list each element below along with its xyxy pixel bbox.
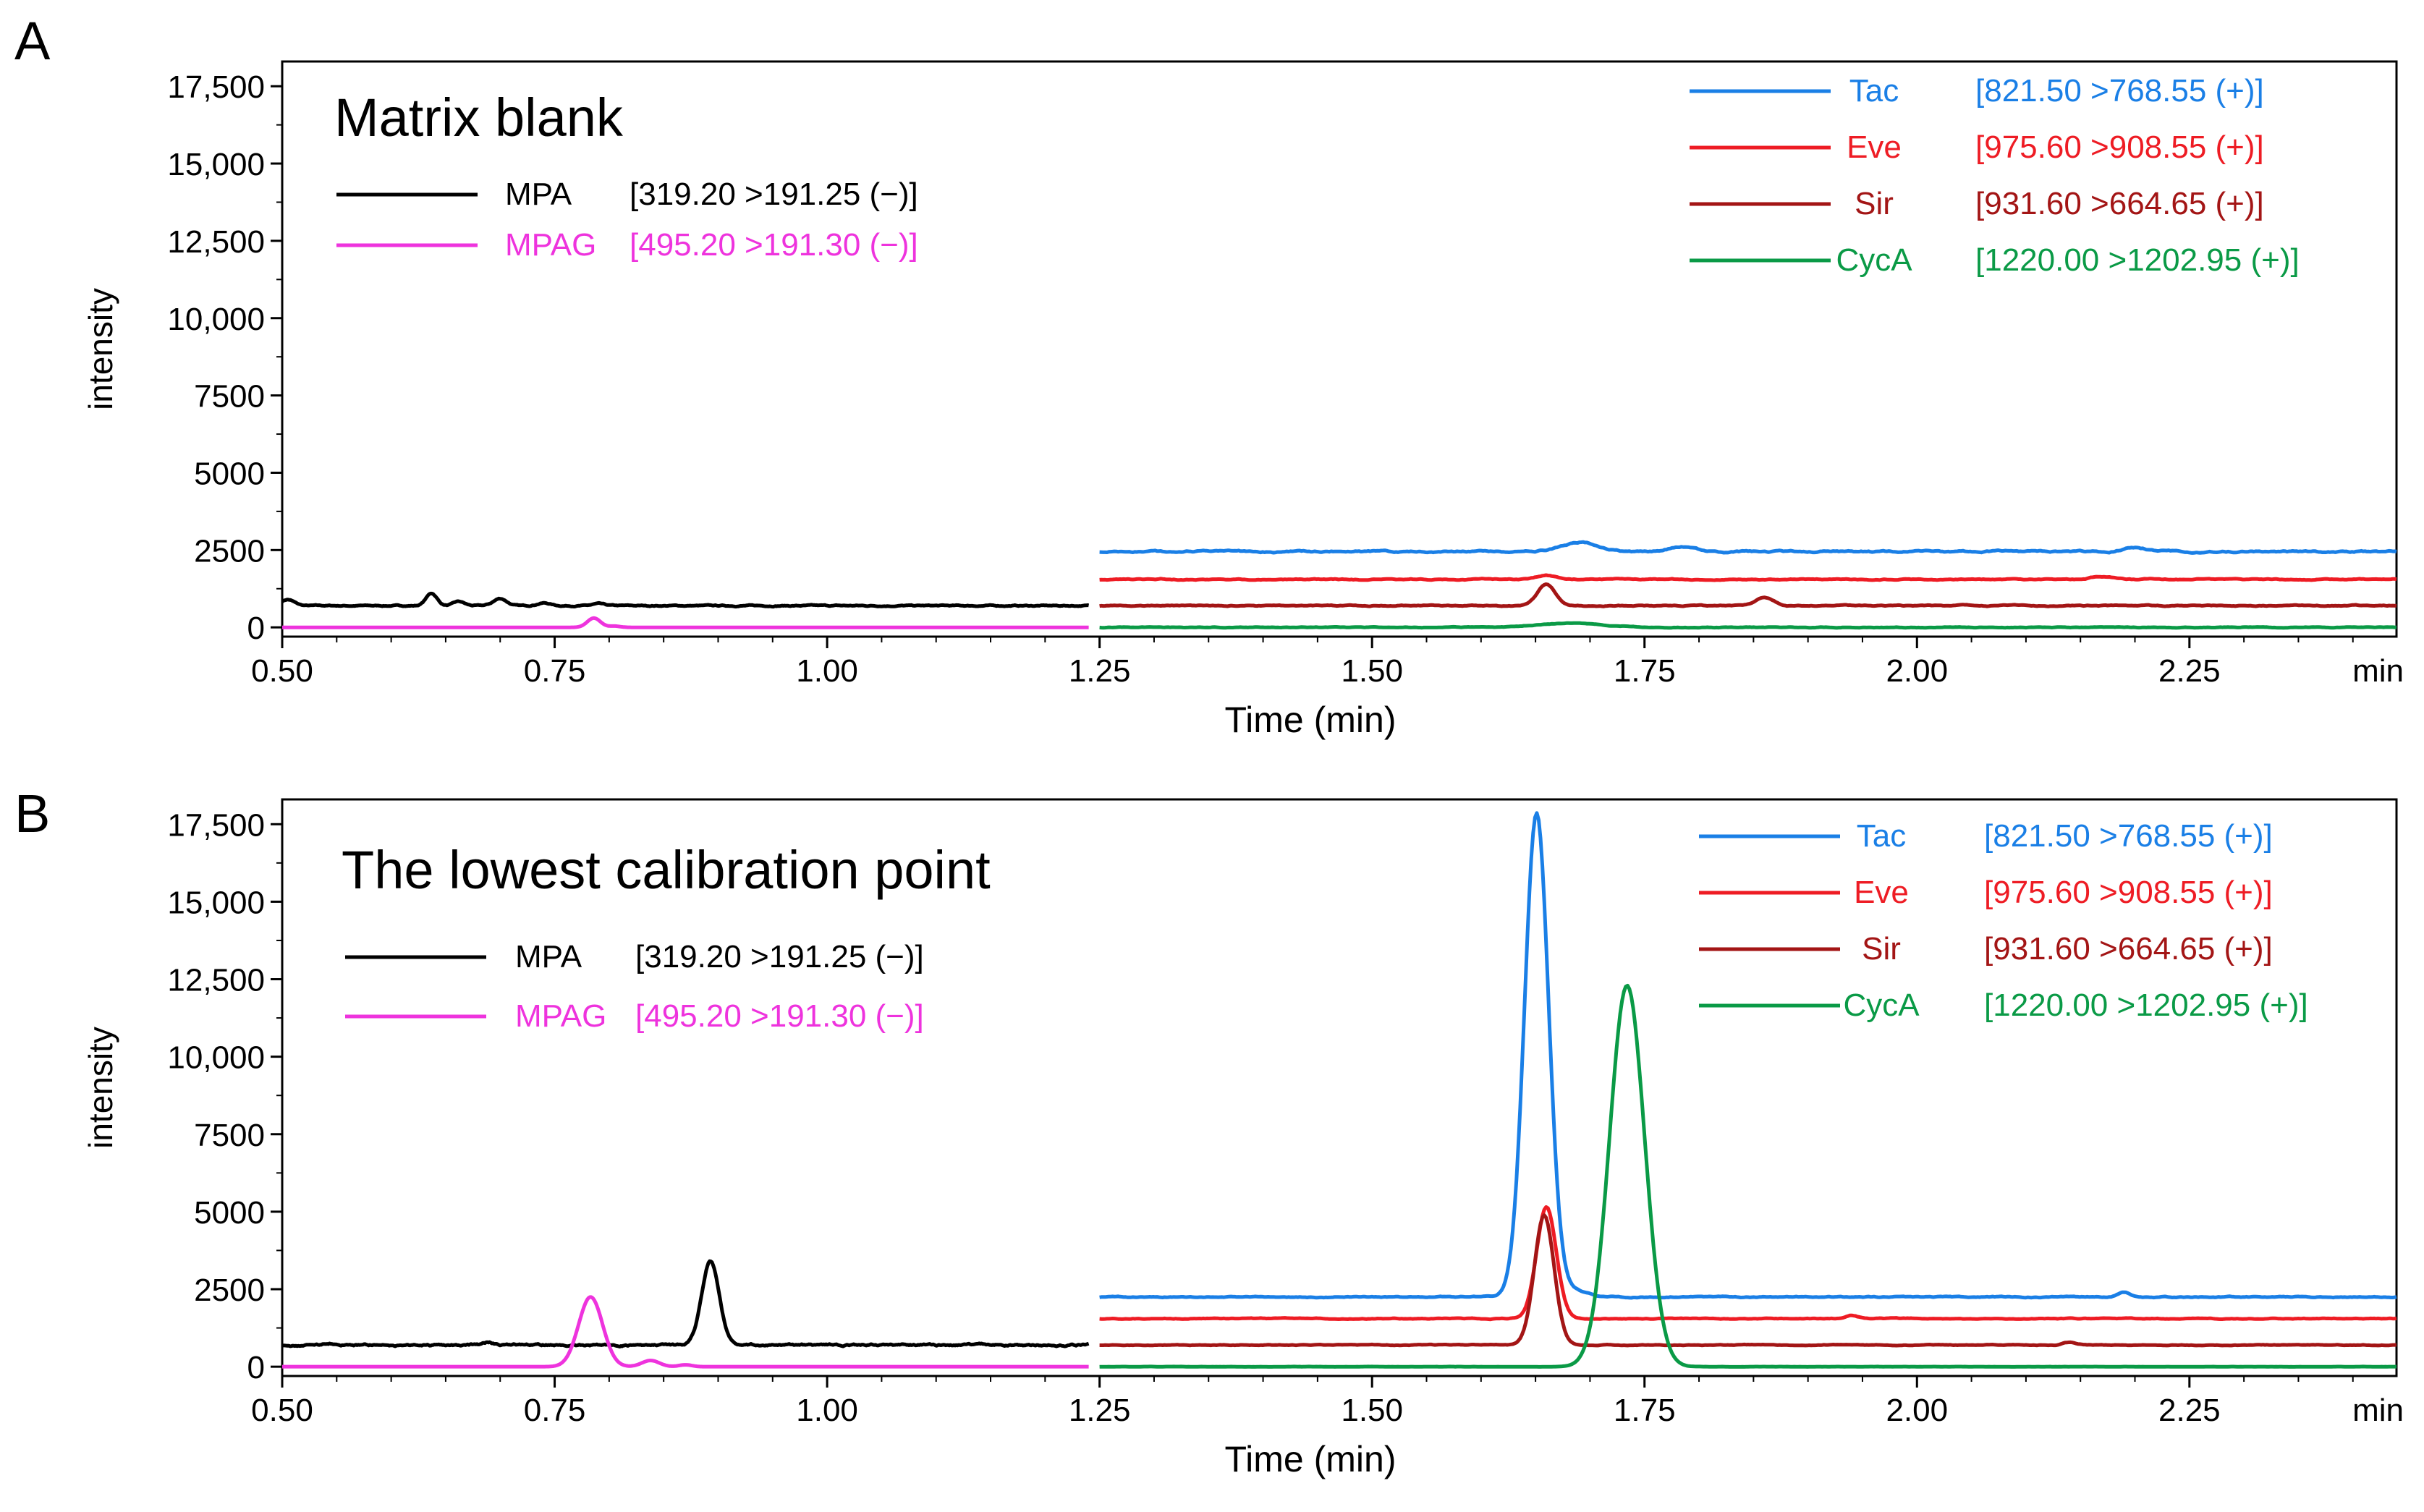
y-tick-label: 0 [247, 611, 265, 646]
y-tick-label: 15,000 [167, 147, 265, 182]
y-tick-label: 17,500 [167, 807, 265, 843]
series-sir [1099, 582, 2397, 608]
legend-transition: [1220.00 >1202.95 (+)] [1975, 242, 2300, 278]
legend-transition: [1220.00 >1202.95 (+)] [1984, 988, 2308, 1023]
x-tick-label: 1.75 [1614, 1393, 1676, 1428]
legend-name: Sir [1855, 186, 1894, 221]
series-eve [1099, 573, 2397, 582]
x-tick-label: 1.50 [1341, 653, 1403, 689]
x-unit-label: min [2352, 1393, 2404, 1428]
x-tick-label: 1.00 [796, 1393, 858, 1428]
legend-name: CycA [1836, 242, 1912, 278]
legend-name: Sir [1862, 931, 1901, 967]
panel-title: Matrix blank [334, 88, 624, 148]
series-cyca [1099, 983, 2397, 1369]
legend-item-sir: Sir [931.60 >664.65 (+)] [1690, 186, 2264, 221]
legend-transition: [319.20 >191.25 (−)] [635, 939, 924, 974]
legend-item-eve: Eve [975.60 >908.55 (+)] [1690, 129, 2264, 165]
legend-item-tac: Tac [821.50 >768.55 (+)] [1699, 818, 2273, 854]
plot-frame [281, 60, 2398, 638]
x-axis-label: Time (min) [1224, 700, 1396, 740]
series-eve [1099, 1205, 2397, 1322]
legend-transition: [821.50 >768.55 (+)] [1984, 818, 2273, 854]
y-tick-label: 12,500 [167, 963, 265, 998]
x-tick-label: 2.00 [1886, 1393, 1948, 1428]
y-tick-label: 12,500 [167, 224, 265, 260]
legend-transition: [495.20 >191.30 (−)] [635, 998, 924, 1034]
y-tick-label: 5000 [194, 1195, 265, 1231]
legend-item-mpag: MPAG [495.20 >191.30 (−)] [336, 227, 918, 263]
y-tick-label: 5000 [194, 456, 265, 491]
legend-transition: [495.20 >191.30 (−)] [630, 227, 918, 263]
panel-label: B [14, 783, 50, 844]
x-tick-label: 1.25 [1069, 1393, 1131, 1428]
y-tick-label: 7500 [194, 379, 265, 415]
legend-item-mpag: MPAG [495.20 >191.30 (−)] [345, 998, 924, 1034]
legend-name: MPAG [515, 998, 606, 1034]
y-tick-label: 7500 [194, 1118, 265, 1153]
legend-name: Eve [1854, 875, 1909, 910]
y-tick-label: 15,000 [167, 885, 265, 920]
x-axis-label: Time (min) [1224, 1439, 1396, 1479]
x-tick-label: 2.00 [1886, 653, 1948, 689]
legend-item-sir: Sir [931.60 >664.65 (+)] [1699, 931, 2273, 967]
x-tick-label: 2.25 [2158, 653, 2221, 689]
series-tac [1099, 811, 2397, 1300]
legend-item-cyca: CycA [1220.00 >1202.95 (+)] [1699, 988, 2308, 1023]
x-tick-label: 2.25 [2158, 1393, 2221, 1428]
panel-label: A [14, 11, 51, 71]
plot-frame [281, 798, 2398, 1377]
y-tick-label: 10,000 [167, 1040, 265, 1076]
series-tac [1099, 540, 2397, 555]
legend-name: Tac [1857, 818, 1906, 854]
legend-transition: [975.60 >908.55 (+)] [1984, 875, 2273, 910]
x-tick-label: 0.75 [524, 1393, 586, 1428]
legend-transition: [821.50 >768.55 (+)] [1975, 73, 2264, 109]
panel-b: B 0 2500 5000 7500 10,000 12,500 15,000 17,500 0.… [14, 783, 2404, 1479]
x-tick-label: 1.50 [1341, 1393, 1403, 1428]
x-tick-label: 0.50 [251, 653, 313, 689]
legend-transition: [931.60 >664.65 (+)] [1975, 186, 2264, 221]
x-unit-label: min [2352, 653, 2404, 689]
legend-name: CycA [1843, 988, 1920, 1023]
legend-item-eve: Eve [975.60 >908.55 (+)] [1699, 875, 2273, 910]
series-mpag [281, 616, 1090, 629]
series-mpa [281, 591, 1090, 609]
x-tick-label: 0.50 [251, 1393, 313, 1428]
y-tick-label: 0 [247, 1350, 265, 1385]
legend-name: MPAG [505, 227, 596, 263]
panel-title: The lowest calibration point [342, 840, 991, 900]
series-cyca [1099, 621, 2397, 630]
legend-name: Tac [1849, 73, 1899, 109]
y-tick-label: 2500 [194, 1273, 265, 1308]
y-tick-label: 17,500 [167, 69, 265, 105]
y-tick-label: 2500 [194, 533, 265, 569]
legend-name: MPA [505, 177, 572, 212]
x-tick-label: 1.00 [796, 653, 858, 689]
legend-item-cyca: CycA [1220.00 >1202.95 (+)] [1690, 242, 2300, 278]
x-tick-label: 1.75 [1614, 653, 1676, 689]
legend-item-mpa: MPA [319.20 >191.25 (−)] [345, 939, 924, 974]
legend-name: MPA [515, 939, 582, 974]
series-mpag [281, 1295, 1090, 1369]
series-mpa [281, 1259, 1090, 1349]
legend-item-mpa: MPA [319.20 >191.25 (−)] [336, 177, 918, 212]
series-sir [1099, 1213, 2397, 1348]
legend-transition: [975.60 >908.55 (+)] [1975, 129, 2264, 165]
x-tick-label: 0.75 [524, 653, 586, 689]
y-tick-label: 10,000 [167, 302, 265, 337]
legend-transition: [319.20 >191.25 (−)] [630, 177, 918, 212]
legend-name: Eve [1847, 129, 1902, 165]
y-axis-label: intensity [82, 288, 119, 410]
legend-transition: [931.60 >664.65 (+)] [1984, 931, 2273, 967]
panel-a: A 0 2500 5000 7500 10,000 12,500 15,000 17,500 0.… [14, 11, 2404, 740]
legend-item-tac: Tac [821.50 >768.55 (+)] [1690, 73, 2264, 109]
y-axis-label: intensity [82, 1027, 119, 1149]
x-tick-label: 1.25 [1069, 653, 1131, 689]
